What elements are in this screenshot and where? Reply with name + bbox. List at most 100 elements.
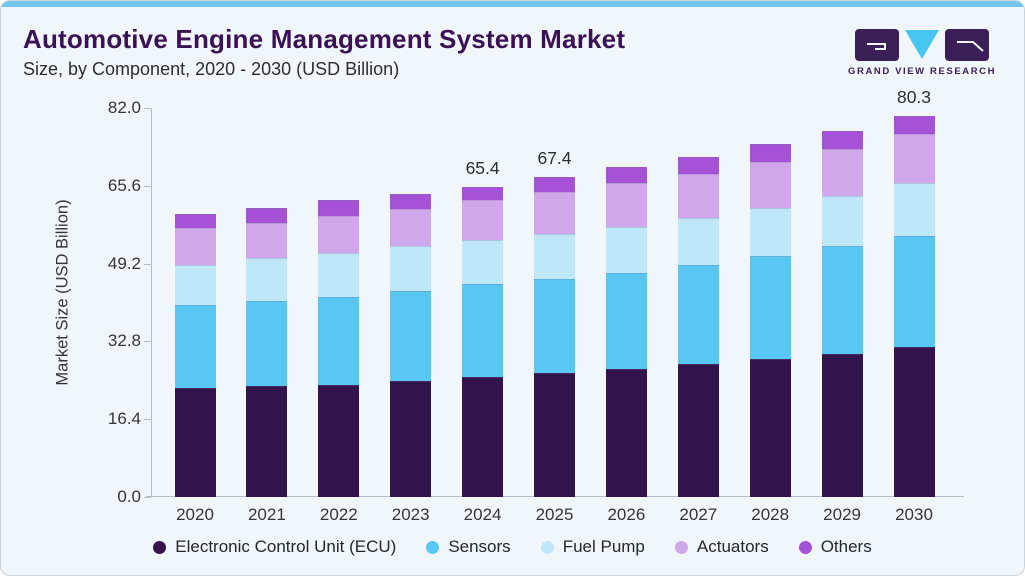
bar-segment [605,226,647,273]
bar-segment [390,291,432,382]
bar-segment [246,222,288,259]
bar-segment [749,359,791,497]
bar-2020 [174,108,216,497]
y-tick-label: 32.8 [107,331,141,351]
bar-segment [318,215,360,254]
logo-r-icon [945,29,989,61]
bar-segment [174,264,216,306]
bar-segment [893,134,935,184]
y-tick-mark [144,497,151,498]
legend: Electronic Control Unit (ECU) Sensors Fuel… [1,537,1024,557]
bar-segment [677,217,719,265]
bar-segment [462,200,504,240]
x-tick-label: 2029 [823,505,861,524]
bar-2028 [749,108,791,497]
bar-segment [246,386,288,497]
x-tick-label: 2020 [176,505,214,524]
bar-segment [174,214,216,229]
bar-segment [318,384,360,497]
chart-header: Automotive Engine Management System Mark… [23,25,625,80]
legend-label: Electronic Control Unit (ECU) [175,537,397,556]
bar-segment [390,209,432,246]
x-tick-label: 2025 [535,505,574,524]
bar-2024: 65.4 [462,108,504,497]
legend-dot-icon [153,540,167,554]
bar-segment [318,253,360,298]
bar-2021 [246,108,288,497]
bar-segment [390,245,432,292]
y-axis-title: Market Size (USD Billion) [53,199,72,386]
legend-dot-icon [426,540,440,554]
bar-segment [246,208,288,223]
y-tick-mark [144,185,151,187]
y-tick-mark [144,108,151,109]
bar-segment [534,233,575,280]
legend-label: Actuators [696,537,769,556]
bar-segment [462,284,504,377]
bar-segment [821,246,863,354]
top-accent-bar [1,1,1024,7]
bar-total-label: 80.3 [896,87,932,108]
bar-segment [605,368,647,497]
y-tick-label: 0.0 [117,487,141,506]
bar-segment [893,183,935,237]
bar-2027 [677,108,719,497]
bar-segment [677,264,719,364]
bar-segment [605,182,647,227]
page-subtitle: Size, by Component, 2020 - 2030 (USD Bil… [23,58,400,79]
logo-g-icon [855,29,899,61]
y-tick-label: 16.4 [107,409,141,429]
bar-2022 [318,108,360,497]
bar-segment [534,191,575,234]
y-tick-label: 65.6 [107,175,141,195]
legend-label: Fuel Pump [562,537,645,556]
bar-segment [462,186,504,201]
bar-segment [390,194,432,210]
bar-segment [462,376,504,497]
plot-area: 65.4 67.4 80.3 [146,87,964,497]
y-axis-line [151,108,152,497]
logo-v-icon [905,30,939,59]
x-tick-label: 2022 [319,505,358,524]
bar-segment [821,148,863,196]
bar-2030: 80.3 [893,87,935,497]
bar-segment [390,381,432,497]
bar-segment [534,372,575,497]
legend-dot-icon [674,540,688,554]
bar-2023 [390,108,432,497]
bar-segment [534,177,575,192]
x-tick-label: 2024 [463,505,502,524]
bar-segment [893,236,935,347]
bar-segment [677,363,719,497]
y-tick-label: 49.2 [107,253,141,273]
x-tick-label: 2023 [391,505,430,524]
legend-dot-icon [798,540,812,554]
bar-segment [677,156,719,174]
bar-segment [893,116,935,135]
legend-item: Electronic Control Unit (ECU) [153,537,396,557]
bar-segment [605,166,647,183]
legend-item: Others [798,537,872,557]
bar-total-label: 65.4 [465,157,500,178]
bar-segment [318,200,360,216]
y-tick-mark [144,263,151,265]
bar-segment [174,305,216,388]
bar-segment [246,300,288,387]
x-tick-label: 2021 [247,505,286,524]
grand-view-research-logo: GRAND VIEW RESEARCH [848,29,996,77]
bar-segment [749,162,791,208]
bar-segment [677,173,719,218]
bar-segment [605,272,647,369]
logo-marks [848,29,996,61]
bar-segment [749,144,791,163]
page-title: Automotive Engine Management System Mark… [23,24,626,54]
y-tick-mark [144,341,151,343]
bar-segment [534,279,575,373]
legend-item: Fuel Pump [540,537,645,557]
bar-total-label: 67.4 [537,148,572,169]
legend-item: Actuators [674,537,769,557]
bar-segment [462,239,504,285]
bar-segment [174,228,216,265]
